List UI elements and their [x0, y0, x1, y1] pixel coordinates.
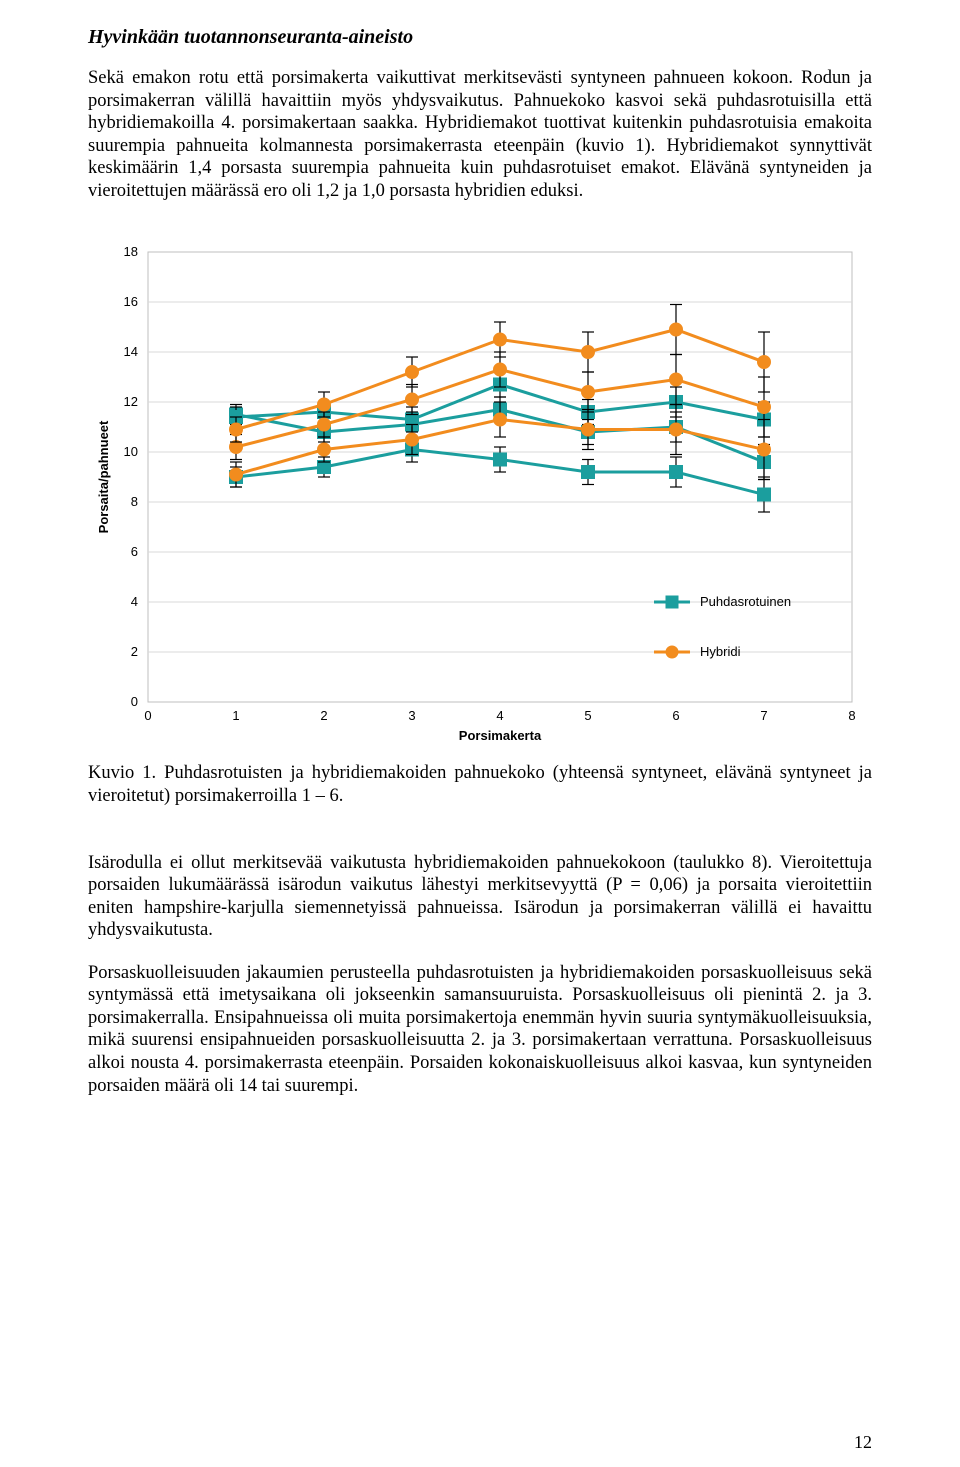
svg-text:1: 1 [232, 708, 239, 723]
svg-text:Porsimakerta: Porsimakerta [459, 728, 542, 743]
svg-text:Porsaita/pahnueet: Porsaita/pahnueet [96, 420, 111, 533]
svg-text:14: 14 [124, 344, 138, 359]
svg-text:6: 6 [131, 544, 138, 559]
svg-text:Hybridi: Hybridi [700, 644, 741, 659]
svg-text:8: 8 [848, 708, 855, 723]
svg-text:Puhdasrotuinen: Puhdasrotuinen [700, 594, 791, 609]
page-number: 12 [854, 1432, 872, 1453]
chart-caption: Kuvio 1. Puhdasrotuisten ja hybridiemako… [88, 762, 872, 807]
svg-text:16: 16 [124, 294, 138, 309]
svg-text:4: 4 [131, 594, 138, 609]
line-chart: 024681012141618012345678PorsimakertaPors… [88, 232, 872, 752]
svg-text:18: 18 [124, 244, 138, 259]
svg-text:0: 0 [131, 694, 138, 709]
svg-text:5: 5 [584, 708, 591, 723]
page: Hyvinkään tuotannonseuranta-aineisto Sek… [0, 0, 960, 1467]
chart-container: 024681012141618012345678PorsimakertaPors… [88, 232, 872, 752]
svg-text:12: 12 [124, 394, 138, 409]
paragraph-3: Porsaskuolleisuuden jakaumien perusteell… [88, 962, 872, 1097]
svg-text:8: 8 [131, 494, 138, 509]
svg-text:0: 0 [144, 708, 151, 723]
section-title: Hyvinkään tuotannonseuranta-aineisto [88, 26, 872, 49]
svg-text:7: 7 [760, 708, 767, 723]
paragraph-2: Isärodulla ei ollut merkitsevää vaikutus… [88, 852, 872, 942]
svg-text:4: 4 [496, 708, 503, 723]
paragraph-1: Sekä emakon rotu että porsimakerta vaiku… [88, 67, 872, 202]
svg-text:3: 3 [408, 708, 415, 723]
svg-text:6: 6 [672, 708, 679, 723]
svg-text:2: 2 [131, 644, 138, 659]
svg-text:10: 10 [124, 444, 138, 459]
svg-text:2: 2 [320, 708, 327, 723]
